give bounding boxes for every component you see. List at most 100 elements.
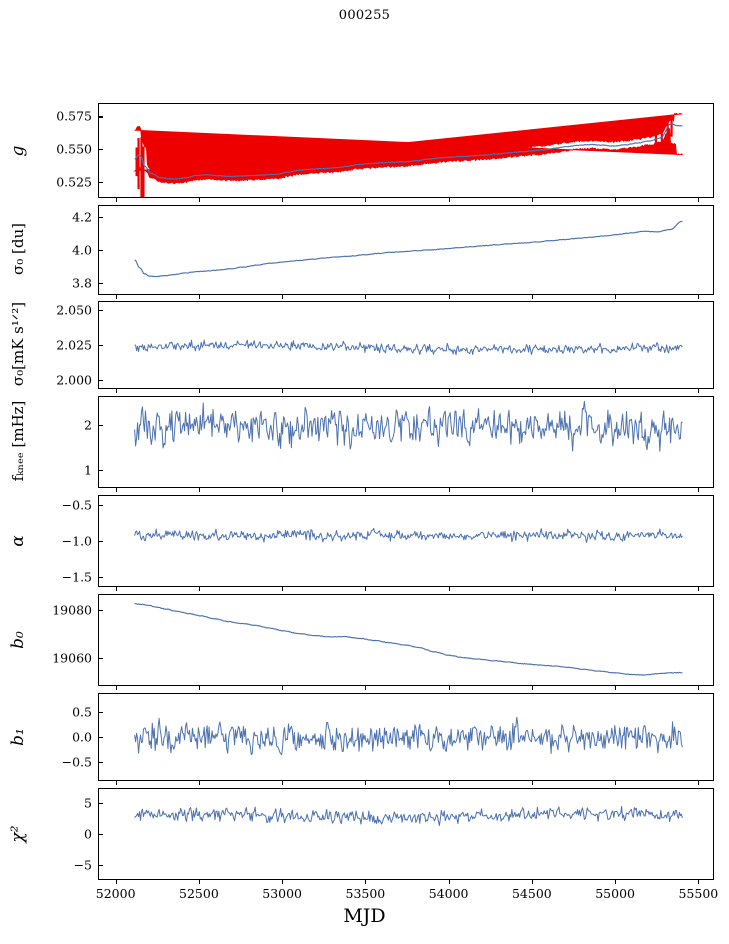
x-tick-mark (448, 294, 450, 299)
y-tick-label: 2.000 (56, 372, 92, 388)
x-tick-label: 55000 (595, 886, 635, 901)
x-tick-mark (198, 294, 200, 299)
x-tick-mark (698, 586, 700, 591)
data-line-alpha (134, 527, 683, 543)
plot-panel-b1 (98, 693, 714, 781)
y-tick-mark (98, 380, 103, 382)
y-tick-mark (98, 577, 103, 579)
series-plot-b1 (134, 716, 683, 756)
x-tick-mark (531, 879, 533, 884)
y-tick-mark (98, 424, 103, 426)
y-tick-mark (98, 541, 103, 543)
x-tick-mark (531, 685, 533, 690)
x-tick-mark (448, 879, 450, 884)
y-tick-mark (98, 216, 103, 218)
plot-panel-chi2 (98, 788, 714, 880)
x-tick-mark (448, 586, 450, 591)
x-tick-mark (115, 388, 117, 393)
x-tick-mark (615, 780, 617, 785)
y-tick-mark (98, 609, 103, 611)
x-tick-mark (365, 780, 367, 785)
plot-panel-sigma0-du (98, 205, 714, 295)
x-tick-mark (282, 388, 284, 393)
figure-title: 000255 (338, 8, 391, 23)
y-tick-label: 5 (84, 795, 92, 811)
series-plot-f-knee (134, 400, 683, 452)
x-tick-mark (698, 294, 700, 299)
x-tick-label: 52500 (179, 886, 219, 901)
y-tick-label: 3.8 (72, 275, 92, 291)
y-tick-mark (98, 283, 103, 285)
x-tick-mark (365, 487, 367, 492)
series-plot-sigma0-mK (134, 339, 683, 356)
data-line-f-knee (134, 400, 683, 452)
y-tick-mark (98, 834, 103, 836)
x-tick-mark (615, 487, 617, 492)
x-tick-mark (115, 879, 117, 884)
plot-panel-gain (98, 103, 714, 198)
x-tick-label: 52000 (95, 886, 136, 901)
x-tick-mark (698, 879, 700, 884)
x-tick-mark (531, 780, 533, 785)
y-tick-mark (98, 116, 103, 118)
y-tick-mark (98, 504, 103, 506)
x-tick-mark (531, 388, 533, 393)
x-tick-mark (282, 197, 284, 202)
y-tick-mark (98, 345, 103, 347)
y-tick-label: 4.2 (72, 209, 92, 225)
y-tick-label: 0.575 (56, 108, 92, 124)
y-tick-label: 0 (84, 826, 92, 842)
x-tick-mark (115, 586, 117, 591)
x-tick-mark (282, 294, 284, 299)
data-line-sigma0-du (134, 220, 683, 278)
x-tick-mark (115, 294, 117, 299)
x-tick-mark (698, 487, 700, 492)
series-plot-alpha (134, 527, 683, 543)
data-line-gain (134, 123, 683, 180)
y-tick-mark (98, 711, 103, 713)
y-tick-label: 19060 (52, 650, 92, 666)
y-tick-mark (98, 802, 103, 804)
y-tick-mark (98, 865, 103, 867)
x-tick-mark (282, 586, 284, 591)
y-tick-label: 1 (84, 462, 92, 478)
y-tick-label: 2.025 (56, 337, 92, 353)
y-tick-label: −5 (73, 857, 92, 873)
x-axis-label: MJD (343, 905, 386, 927)
y-tick-mark (98, 658, 103, 660)
x-tick-mark (115, 685, 117, 690)
plot-panel-f-knee (98, 396, 714, 488)
series-plot-gain (133, 112, 684, 197)
x-tick-mark (198, 879, 200, 884)
y-tick-mark (98, 737, 103, 739)
x-tick-mark (198, 487, 200, 492)
data-line-chi2 (134, 805, 683, 826)
data-line-sigma0-mK (134, 339, 683, 356)
x-tick-mark (448, 487, 450, 492)
plot-panel-alpha (98, 495, 714, 587)
x-tick-mark (198, 197, 200, 202)
x-tick-label: 54500 (511, 886, 552, 901)
y-tick-mark (98, 149, 103, 151)
y-tick-mark (98, 250, 103, 252)
x-tick-mark (531, 487, 533, 492)
data-line-b1 (134, 716, 683, 756)
x-tick-mark (698, 197, 700, 202)
x-tick-mark (531, 294, 533, 299)
y-tick-label: 2 (84, 417, 92, 433)
x-tick-label: 54000 (428, 886, 469, 901)
x-tick-mark (365, 294, 367, 299)
plot-panel-sigma0-mK (98, 301, 714, 389)
x-tick-mark (615, 197, 617, 202)
x-tick-mark (615, 879, 617, 884)
y-tick-label: −0.5 (61, 754, 92, 770)
x-tick-label: 53500 (345, 886, 386, 901)
x-tick-mark (698, 685, 700, 690)
x-tick-mark (615, 685, 617, 690)
y-tick-label: 2.050 (56, 302, 92, 318)
series-plot-sigma0-du (134, 220, 683, 278)
y-tick-label: −0.5 (61, 497, 92, 513)
y-tick-mark (98, 309, 103, 311)
y-tick-label: 0.0 (72, 729, 92, 745)
